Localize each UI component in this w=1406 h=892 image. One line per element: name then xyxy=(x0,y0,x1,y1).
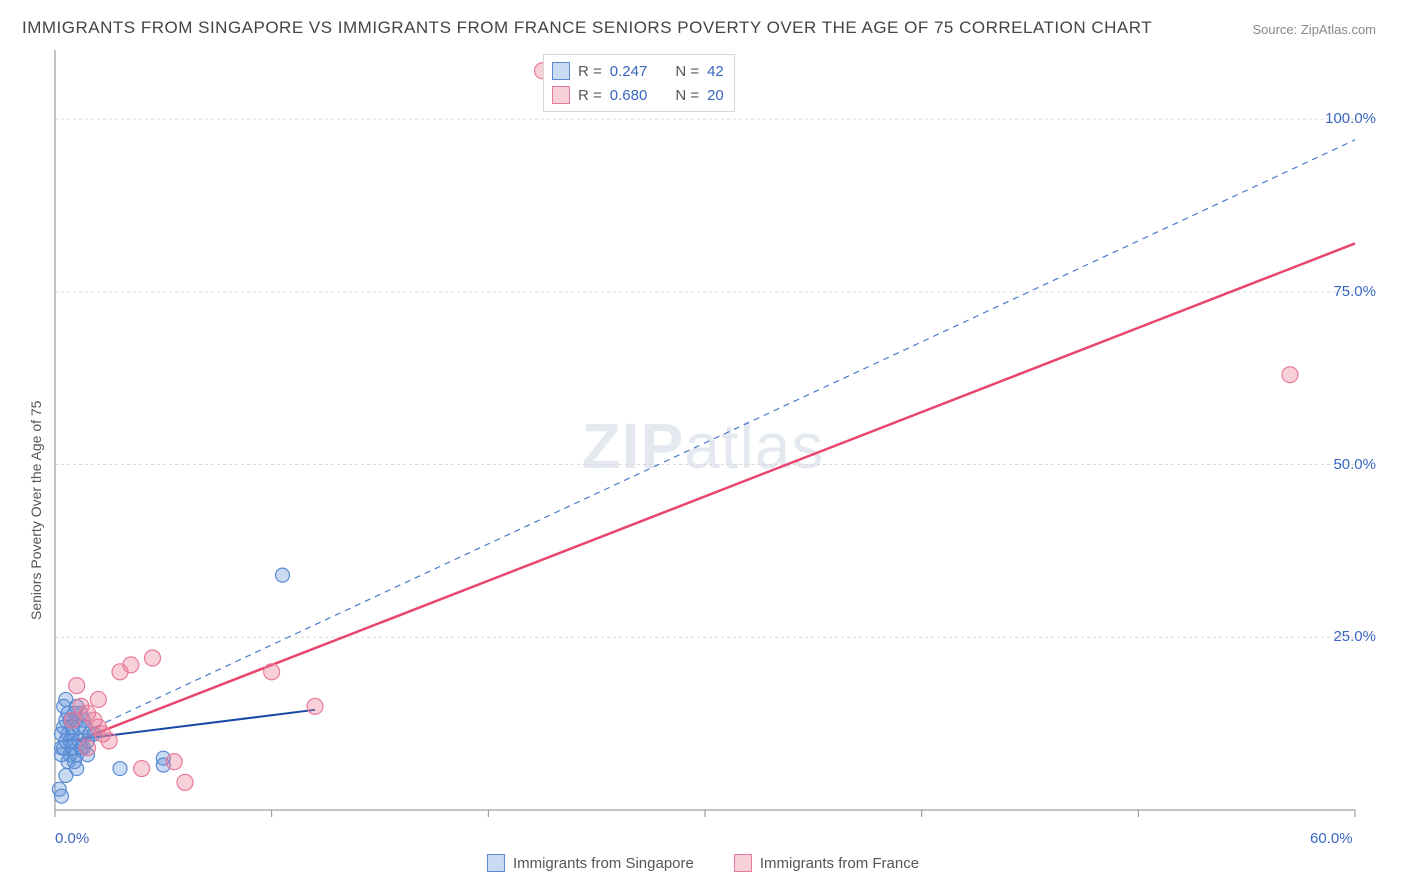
stats-legend: R = 0.247 N = 42 R = 0.680 N = 20 xyxy=(543,54,735,112)
legend-item: Immigrants from Singapore xyxy=(487,854,694,872)
legend-item: Immigrants from France xyxy=(734,854,919,872)
x-tick-label: 60.0% xyxy=(1310,830,1353,847)
n-label: N = xyxy=(675,87,699,104)
legend-swatch-icon xyxy=(552,62,570,80)
x-tick-label: 0.0% xyxy=(55,830,89,847)
legend-swatch-icon xyxy=(487,854,505,872)
n-value: 42 xyxy=(707,63,724,80)
legend-swatch-icon xyxy=(552,86,570,104)
r-label: R = xyxy=(578,63,602,80)
series-legend: Immigrants from Singapore Immigrants from… xyxy=(487,854,919,872)
legend-label: Immigrants from Singapore xyxy=(513,855,694,872)
r-value: 0.680 xyxy=(610,87,648,104)
y-tick-label: 25.0% xyxy=(1333,628,1376,645)
legend-swatch-icon xyxy=(734,854,752,872)
chart-container: IMMIGRANTS FROM SINGAPORE VS IMMIGRANTS … xyxy=(0,0,1406,892)
scatter-plot xyxy=(0,0,1406,892)
n-value: 20 xyxy=(707,87,724,104)
r-value: 0.247 xyxy=(610,63,648,80)
r-label: R = xyxy=(578,87,602,104)
stats-row: R = 0.247 N = 42 xyxy=(552,59,724,83)
legend-label: Immigrants from France xyxy=(760,855,919,872)
y-tick-label: 100.0% xyxy=(1325,110,1376,127)
n-label: N = xyxy=(675,63,699,80)
stats-row: R = 0.680 N = 20 xyxy=(552,83,724,107)
y-tick-label: 75.0% xyxy=(1333,283,1376,300)
y-tick-label: 50.0% xyxy=(1333,456,1376,473)
